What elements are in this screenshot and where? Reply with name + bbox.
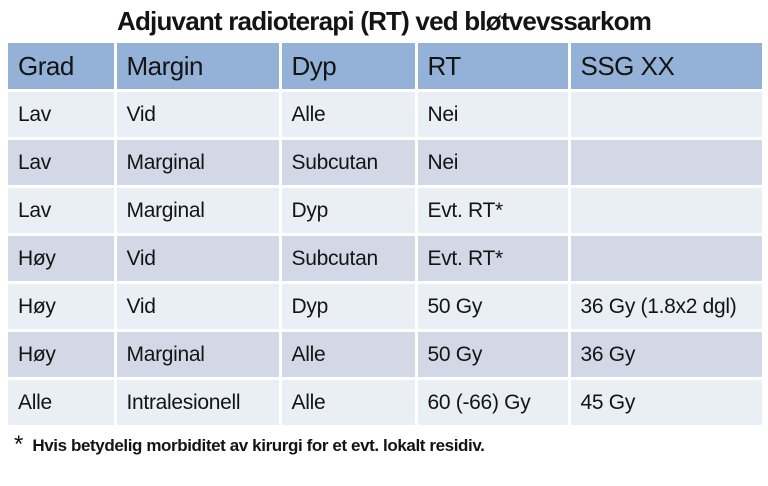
table-cell: Alle [278,89,418,140]
table-row: Høy Vid Dyp 50 Gy 36 Gy (1.8x2 dgl) [8,281,762,332]
radiotherapy-table: Grad Margin Dyp RT SSG XX Lav Vid Alle N… [8,43,762,425]
table-cell: Lav [8,137,117,188]
table-cell [567,233,762,284]
table-cell: Nei [414,89,571,140]
table-cell: Alle [8,377,117,425]
table-cell [567,185,762,236]
table-row: Lav Vid Alle Nei [8,89,762,140]
table-cell: Evt. RT* [414,233,571,284]
table-cell: Høy [8,233,117,284]
column-header-ssg-xx: SSG XX [567,43,762,92]
column-header-dyp: Dyp [278,43,418,92]
table-cell: Lav [8,185,117,236]
table-cell: 36 Gy [567,329,762,380]
table-cell: 60 (-66) Gy [414,377,571,425]
footnote: * Hvis betydelig morbiditet av kirurgi f… [14,432,768,458]
table-row: Høy Marginal Alle 50 Gy 36 Gy [8,329,762,380]
table-cell: 36 Gy (1.8x2 dgl) [567,281,762,332]
table-cell: Marginal [113,137,282,188]
column-header-grad: Grad [8,43,117,92]
table-cell: Marginal [113,185,282,236]
table-cell: 50 Gy [414,281,571,332]
table-cell: Evt. RT* [414,185,571,236]
column-header-margin: Margin [113,43,282,92]
table-cell: Dyp [278,185,418,236]
table-cell: Dyp [278,281,418,332]
footnote-asterisk: * [14,431,24,458]
table-row: Lav Marginal Subcutan Nei [8,137,762,188]
table-cell [567,137,762,188]
table-row: Lav Marginal Dyp Evt. RT* [8,185,762,236]
table-cell: Vid [113,89,282,140]
table-cell [567,89,762,140]
table-cell: Alle [278,377,418,425]
table-cell: Subcutan [278,137,418,188]
table-cell: Høy [8,329,117,380]
page-title: Adjuvant radioterapi (RT) ved bløtvevssa… [116,6,652,36]
table-row: Høy Vid Subcutan Evt. RT* [8,233,762,284]
table-cell: Lav [8,89,117,140]
table-row: Alle Intralesionell Alle 60 (-66) Gy 45 … [8,377,762,425]
table-cell: Høy [8,281,117,332]
table-cell: Vid [113,281,282,332]
table-cell: 50 Gy [414,329,571,380]
table-cell: Marginal [113,329,282,380]
table-header-row: Grad Margin Dyp RT SSG XX [8,43,762,92]
table-cell: Subcutan [278,233,418,284]
table-cell: Nei [414,137,571,188]
table-cell: Alle [278,329,418,380]
footnote-text: Hvis betydelig morbiditet av kirurgi for… [32,436,485,455]
table-cell: 45 Gy [567,377,762,425]
table-cell: Intralesionell [113,377,282,425]
table-cell: Vid [113,233,282,284]
column-header-rt: RT [414,43,571,92]
